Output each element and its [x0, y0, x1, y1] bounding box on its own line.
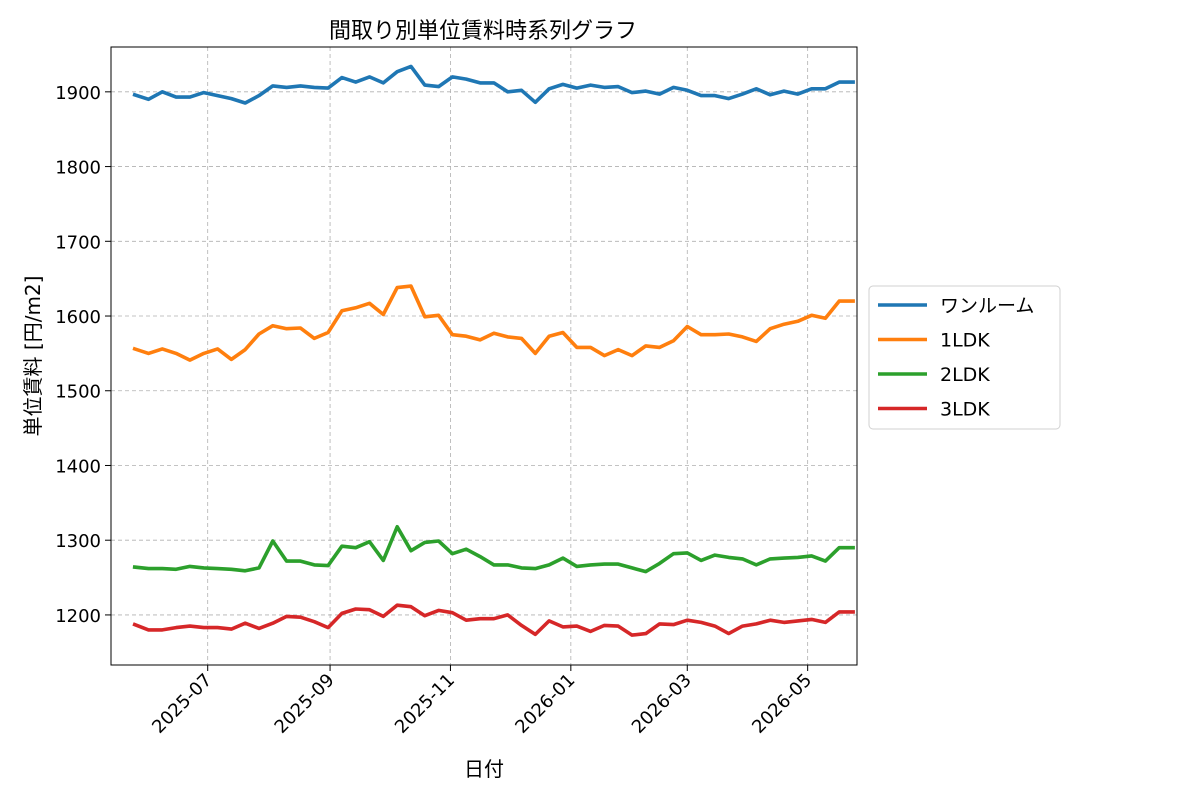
chart-title: 間取り別単位賃料時系列グラフ: [329, 19, 637, 44]
series-line-1LDK: [132, 284, 855, 362]
legend-label: 1LDK: [940, 330, 990, 352]
series-line-ワンルーム: [132, 64, 855, 105]
plot-frame: [110, 46, 858, 666]
y-tick-label: 1800: [55, 158, 101, 179]
y-axis-label: 単位賃料 [円/m2]: [21, 276, 45, 437]
y-tick-label: 1300: [55, 531, 101, 552]
series-line-2LDK: [132, 524, 855, 574]
y-tick-label: 1500: [55, 382, 101, 403]
legend-frame: [868, 285, 1061, 430]
x-axis-label: 日付: [464, 757, 504, 781]
y-tick-label: 1700: [55, 232, 101, 253]
legend: ワンルーム 1LDK 2LDK 3LDK: [868, 285, 1061, 430]
y-tick-label: 1400: [55, 456, 101, 477]
y-tick-label: 1600: [55, 307, 101, 328]
legend-label: 3LDK: [940, 399, 990, 421]
series-line-3LDK: [132, 603, 855, 637]
y-tick-label: 1900: [55, 83, 101, 104]
legend-label: ワンルーム: [940, 295, 1034, 317]
y-tick-label: 1200: [55, 606, 101, 627]
legend-label: 2LDK: [940, 364, 990, 386]
